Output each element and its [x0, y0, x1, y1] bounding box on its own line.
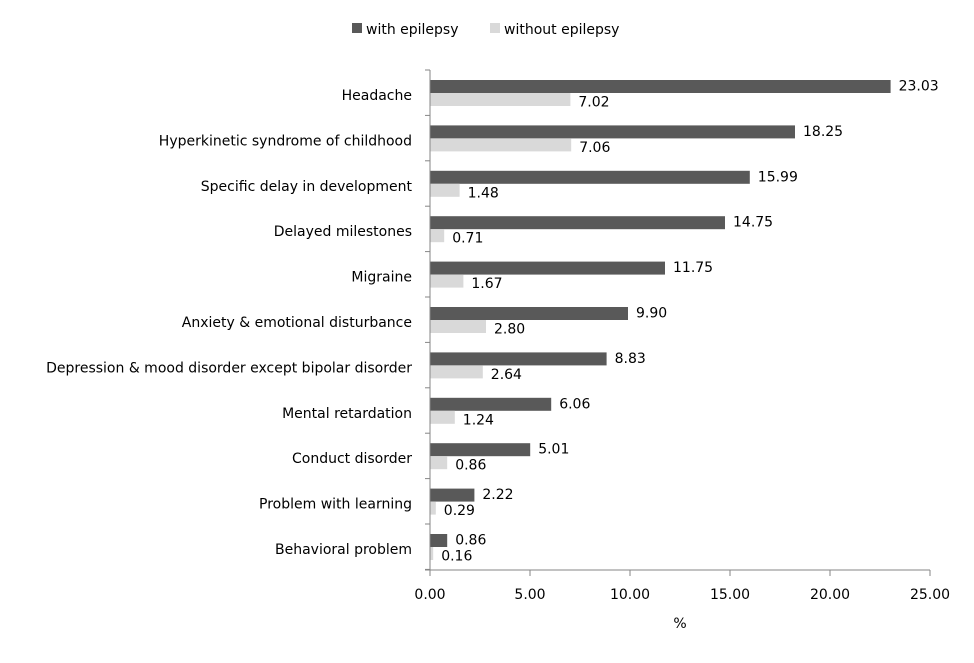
data-label: 2.64 [491, 367, 522, 383]
bar-with-epilepsy [430, 443, 531, 457]
data-label: 1.67 [471, 276, 502, 292]
data-label: 15.99 [758, 169, 798, 185]
bar-with-epilepsy [430, 125, 795, 139]
category-label: Migraine [351, 270, 412, 286]
bar-without-epilepsy [430, 93, 571, 106]
legend: with epilepsy without epilepsy [352, 22, 619, 38]
axes: 0.00 5.00 10.00 15.00 20.00 25.00 [414, 69, 950, 603]
category-label: Depression & mood disorder except bipola… [46, 360, 412, 376]
bar-without-epilepsy [430, 183, 460, 197]
bar-with-epilepsy [430, 488, 475, 502]
data-label: 11.75 [673, 260, 713, 276]
category-label: Mental retardation [282, 406, 412, 422]
bar-without-epilepsy [430, 456, 448, 470]
bar-without-epilepsy [430, 138, 572, 152]
legend-label-0: with epilepsy [366, 22, 459, 38]
category-label: Conduct disorder [292, 451, 412, 467]
data-label: 0.71 [452, 231, 483, 247]
bar-without-epilepsy [430, 547, 434, 560]
data-label: 7.06 [579, 140, 610, 156]
data-label: 0.86 [455, 533, 486, 549]
data-label: 8.83 [615, 351, 646, 367]
data-label: 1.24 [463, 412, 494, 428]
bar-without-epilepsy [430, 410, 455, 424]
x-tick-label: 25.00 [910, 587, 950, 603]
data-label: 0.29 [444, 503, 475, 519]
category-label: Delayed milestones [274, 224, 412, 240]
bar-with-epilepsy [430, 534, 448, 547]
data-label: 23.03 [899, 79, 939, 95]
x-tick-label: 0.00 [414, 587, 445, 603]
category-label: Headache [342, 88, 412, 104]
data-label: 2.22 [482, 487, 513, 503]
bar-without-epilepsy [430, 229, 445, 243]
category-label: Specific delay in development [201, 179, 413, 195]
legend-swatch-1 [490, 23, 500, 33]
bar-with-epilepsy [430, 170, 750, 184]
data-label: 2.80 [494, 322, 525, 338]
category-label: Behavioral problem [275, 542, 412, 558]
bars: Headache 23.03 7.02 Hyperkinetic syndrome o… [46, 79, 939, 565]
x-axis-label: % [673, 616, 686, 632]
data-label: 14.75 [733, 215, 773, 231]
data-label: 6.06 [559, 396, 590, 412]
bar-with-epilepsy [430, 80, 891, 93]
data-label: 0.86 [455, 458, 486, 474]
x-tick-label: 10.00 [610, 587, 650, 603]
data-label: 7.02 [578, 95, 609, 111]
data-label: 9.90 [636, 306, 667, 322]
bar-without-epilepsy [430, 501, 436, 515]
data-label: 1.48 [468, 185, 499, 201]
bar-with-epilepsy [430, 307, 628, 320]
bar-without-epilepsy [430, 274, 464, 288]
bar-with-epilepsy [430, 397, 552, 411]
legend-label-1: without epilepsy [504, 22, 619, 38]
bar-without-epilepsy [430, 365, 483, 379]
data-label: 18.25 [803, 124, 843, 140]
x-tick-label: 20.00 [810, 587, 850, 603]
category-label: Anxiety & emotional disturbance [182, 315, 412, 331]
bar-with-epilepsy [430, 352, 607, 366]
bar-with-epilepsy [430, 261, 665, 275]
x-tick-label: 5.00 [514, 587, 545, 603]
category-label: Problem with learning [259, 497, 412, 513]
bar-without-epilepsy [430, 320, 486, 333]
data-label: 0.16 [441, 549, 472, 565]
legend-swatch-0 [352, 23, 362, 33]
bar-with-epilepsy [430, 216, 725, 230]
category-label: Hyperkinetic syndrome of childhood [159, 133, 412, 149]
x-tick-label: 15.00 [710, 587, 750, 603]
data-label: 5.01 [538, 442, 569, 458]
